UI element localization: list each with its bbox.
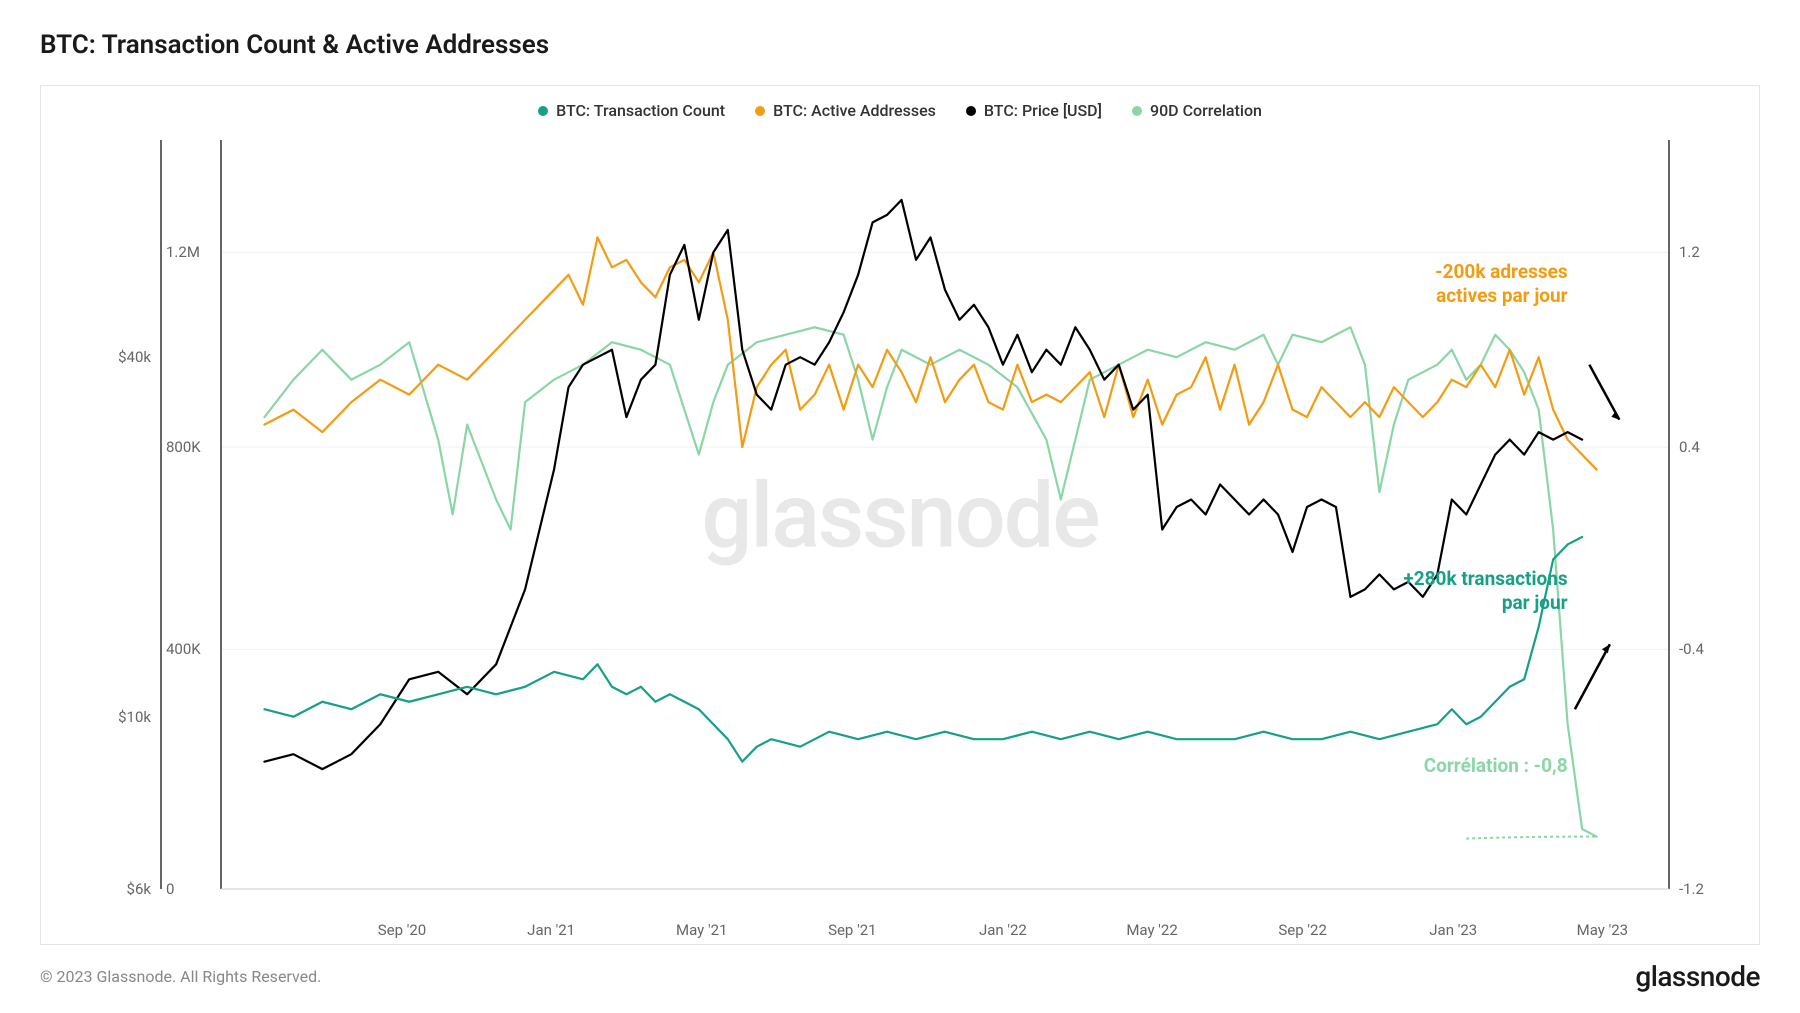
- legend-label: BTC: Active Addresses: [773, 101, 936, 120]
- chart-annotation: Corrélation : -0,8: [1424, 754, 1568, 778]
- y-axis-corr-label: 0.4: [1679, 438, 1700, 456]
- legend-item: BTC: Active Addresses: [755, 101, 936, 120]
- x-axis-label: Sep '20: [378, 921, 427, 939]
- y-axis-corr-label: 1.2: [1679, 243, 1700, 261]
- legend-item: BTC: Transaction Count: [538, 101, 725, 120]
- x-axis-label: Sep '22: [1278, 921, 1327, 939]
- legend-dot: [966, 106, 976, 116]
- plot-area: glassnode $6k$10k$40k0400K800K1.2M-1.2-0…: [61, 130, 1739, 934]
- y-axis-price-label: $6k: [71, 880, 151, 898]
- x-axis-label: May '22: [1126, 921, 1177, 939]
- chart-svg: [61, 130, 1739, 934]
- x-axis-label: Jan '22: [979, 921, 1027, 939]
- x-axis-label: Jan '23: [1429, 921, 1477, 939]
- y-axis-count-label: 1.2M: [166, 243, 200, 261]
- y-axis-count-label: 400K: [166, 640, 201, 658]
- y-axis-price-label: $10k: [71, 708, 151, 726]
- chart-container: BTC: Transaction Count BTC: Active Addres…: [40, 85, 1760, 945]
- footer: © 2023 Glassnode. All Rights Reserved. g…: [40, 960, 1760, 993]
- legend-item: BTC: Price [USD]: [966, 101, 1102, 120]
- legend-dot: [1132, 106, 1142, 116]
- legend-item: 90D Correlation: [1132, 101, 1262, 120]
- chart-title: BTC: Transaction Count & Active Addresse…: [40, 30, 1760, 60]
- legend-label: BTC: Transaction Count: [556, 101, 725, 120]
- footer-logo: glassnode: [1635, 960, 1760, 993]
- copyright: © 2023 Glassnode. All Rights Reserved.: [40, 967, 321, 986]
- x-axis-label: May '23: [1577, 921, 1628, 939]
- legend: BTC: Transaction Count BTC: Active Addres…: [61, 101, 1739, 120]
- chart-annotation: +280k transactionspar jour: [1403, 567, 1567, 615]
- chart-annotation: -200k adressesactives par jour: [1435, 260, 1568, 308]
- y-axis-price-label: $40k: [71, 348, 151, 366]
- y-axis-count-label: 800K: [166, 438, 201, 456]
- y-axis-corr-label: -0.4: [1679, 640, 1704, 658]
- y-axis-count-label: 0: [166, 880, 174, 898]
- x-axis-label: Sep '21: [828, 921, 877, 939]
- legend-label: BTC: Price [USD]: [984, 101, 1102, 120]
- x-axis-label: May '21: [676, 921, 727, 939]
- legend-label: 90D Correlation: [1150, 101, 1262, 120]
- legend-dot: [538, 106, 548, 116]
- legend-dot: [755, 106, 765, 116]
- y-axis-corr-label: -1.2: [1679, 880, 1704, 898]
- x-axis-label: Jan '21: [527, 921, 575, 939]
